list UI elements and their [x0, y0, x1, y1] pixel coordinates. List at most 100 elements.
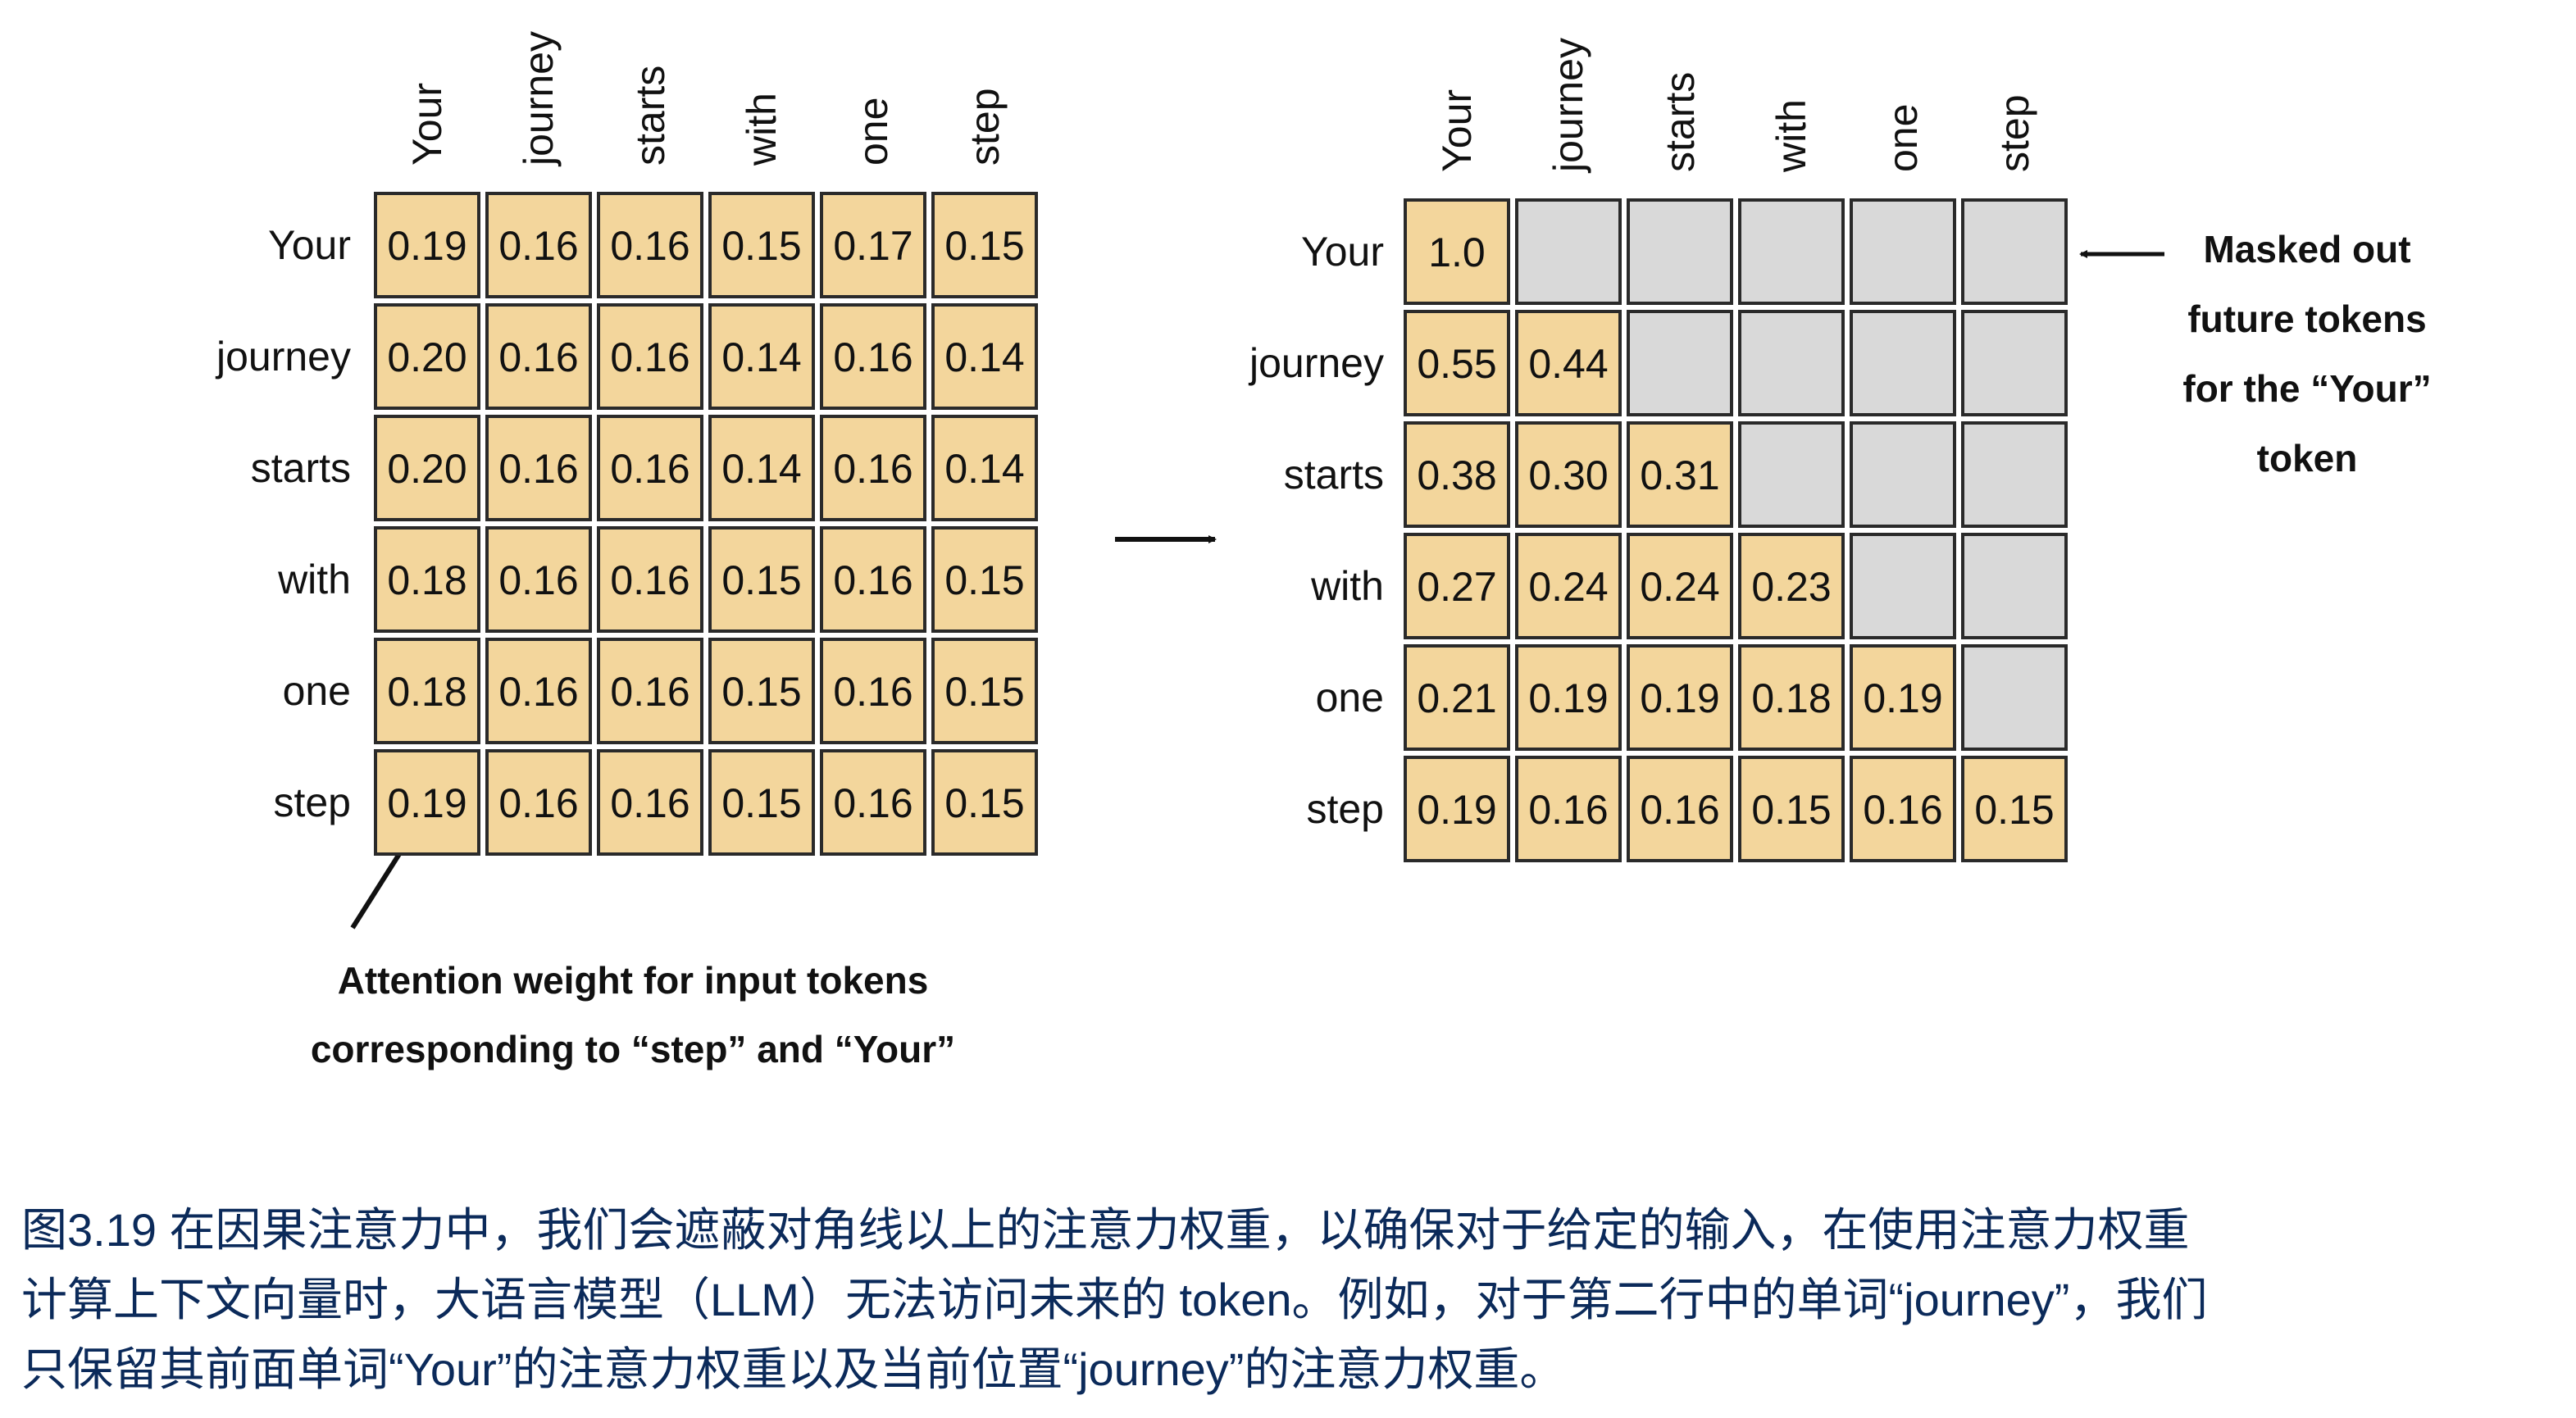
- weight-value: 0.20: [387, 334, 467, 380]
- weight-value: 0.16: [833, 446, 913, 492]
- masked-cell: [1850, 421, 1956, 528]
- weight-cell: [374, 749, 480, 856]
- weight-value: 0.14: [721, 334, 801, 380]
- weight-cell: [1404, 421, 1510, 528]
- masked-cell: [1961, 310, 2068, 416]
- weight-value: 0.15: [944, 669, 1024, 715]
- weight-value: 0.16: [498, 334, 578, 380]
- weight-value: 0.18: [387, 557, 467, 603]
- masked-cell: [1961, 421, 2068, 528]
- masked-cell: [1627, 198, 1733, 305]
- weight-cell: [1404, 310, 1510, 416]
- weight-value: 0.15: [721, 669, 801, 715]
- masked-cell: [1738, 198, 1845, 305]
- attention-arrow: [350, 846, 406, 929]
- row-label: journey: [215, 334, 351, 379]
- weight-value: 0.16: [498, 780, 578, 826]
- weight-cell: [1738, 644, 1845, 751]
- weight-cell: [820, 526, 926, 633]
- row-label: Your: [268, 222, 351, 268]
- weight-cell: [820, 192, 926, 298]
- column-label: one: [1880, 104, 1926, 172]
- weight-cell: [1515, 421, 1622, 528]
- weight-cell: [1404, 198, 1510, 305]
- weight-value: 0.14: [721, 446, 801, 492]
- weight-value: 0.44: [1528, 341, 1608, 387]
- weight-value: 0.16: [498, 223, 578, 269]
- weight-cell: [931, 415, 1038, 521]
- weight-cell: [1850, 756, 1956, 862]
- weight-cell: [1627, 533, 1733, 639]
- masked-cell: [1515, 198, 1622, 305]
- weight-value: 0.19: [1417, 787, 1496, 833]
- weight-value: 0.55: [1417, 341, 1496, 387]
- weight-value: 0.15: [721, 557, 801, 603]
- weight-cell: [1404, 533, 1510, 639]
- masked-cell: [1850, 198, 1956, 305]
- weight-value: 0.15: [1974, 787, 2054, 833]
- weight-cell: [1627, 756, 1733, 862]
- weight-cell: [485, 415, 592, 521]
- weight-value: 0.16: [610, 557, 690, 603]
- weight-value: 0.19: [387, 780, 467, 826]
- weight-cell: [1961, 756, 2068, 862]
- column-label: Your: [404, 83, 450, 166]
- column-label: starts: [627, 66, 673, 166]
- weight-cell: [708, 526, 815, 633]
- weight-value: 0.16: [1528, 787, 1608, 833]
- weight-cell: [485, 638, 592, 744]
- masked-cell: [1850, 310, 1956, 416]
- weight-value: 0.16: [833, 780, 913, 826]
- weight-cell: [485, 192, 592, 298]
- weight-cell: [1627, 644, 1733, 751]
- column-label: Your: [1434, 89, 1480, 172]
- masked-cell: [1738, 310, 1845, 416]
- weight-cell: [708, 415, 815, 521]
- weight-value: 0.24: [1640, 564, 1719, 610]
- column-label: journey: [1545, 38, 1591, 174]
- row-label: Your: [1301, 229, 1384, 275]
- row-label: starts: [1284, 452, 1384, 498]
- weight-value: 0.15: [944, 223, 1024, 269]
- weight-cell: [931, 303, 1038, 410]
- weight-value: 0.38: [1417, 452, 1496, 498]
- masked-cell: [1961, 533, 2068, 639]
- weight-value: 0.16: [610, 446, 690, 492]
- weight-cell: [597, 638, 703, 744]
- column-label: one: [850, 98, 896, 166]
- weight-value: 0.19: [1528, 675, 1608, 721]
- weight-cell: [820, 638, 926, 744]
- weight-cell: [931, 192, 1038, 298]
- weight-value: 0.16: [498, 446, 578, 492]
- weight-cell: [485, 526, 592, 633]
- weight-cell: [1515, 756, 1622, 862]
- weight-value: 0.19: [387, 223, 467, 269]
- column-label: journey: [516, 31, 562, 167]
- weight-cell: [374, 303, 480, 410]
- weight-cell: [485, 303, 592, 410]
- weight-value: 0.19: [1863, 675, 1942, 721]
- weight-cell: [1627, 421, 1733, 528]
- weight-cell: [597, 749, 703, 856]
- row-label: one: [283, 668, 351, 714]
- weight-value: 0.15: [944, 780, 1024, 826]
- weight-cell: [820, 415, 926, 521]
- masked-cell: [1627, 310, 1733, 416]
- weight-value: 1.0: [1428, 230, 1486, 275]
- weight-value: 0.14: [944, 334, 1024, 380]
- row-label: step: [273, 779, 351, 825]
- masked-cell: [1738, 421, 1845, 528]
- weight-value: 0.16: [1640, 787, 1719, 833]
- mask-note: token: [2257, 437, 2358, 479]
- masked-cell: [1961, 644, 2068, 751]
- column-label: starts: [1657, 72, 1703, 172]
- weight-value: 0.16: [610, 780, 690, 826]
- column-label: step: [1991, 94, 2037, 172]
- weight-cell: [1850, 644, 1956, 751]
- weight-value: 0.16: [498, 557, 578, 603]
- weight-value: 0.31: [1640, 452, 1719, 498]
- weight-cell: [708, 749, 815, 856]
- weight-value: 0.16: [833, 669, 913, 715]
- masked-cell: [1850, 533, 1956, 639]
- weight-cell: [1515, 644, 1622, 751]
